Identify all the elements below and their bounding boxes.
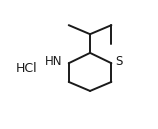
Text: HN: HN: [45, 55, 62, 68]
Text: S: S: [115, 55, 122, 68]
Text: HCl: HCl: [16, 62, 38, 75]
